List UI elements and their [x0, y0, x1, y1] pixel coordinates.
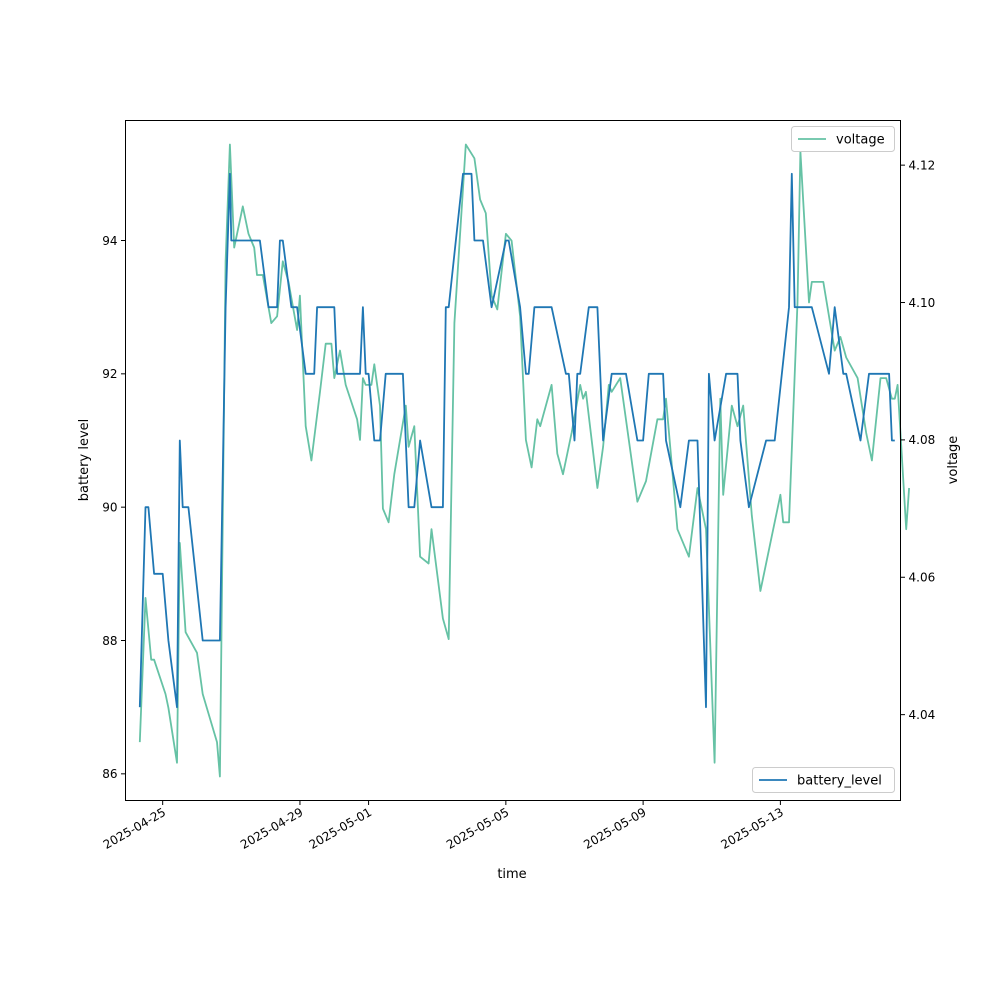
x-tick-label: 2025-04-25 — [101, 805, 168, 852]
left-y-axis: 86 88 90 92 94 — [102, 234, 126, 781]
series-line-battery-level — [138, 172, 895, 709]
legend-voltage-box — [791, 126, 895, 152]
plot-frame — [125, 120, 901, 801]
left-y-tick-label: 94 — [102, 234, 117, 248]
right-y-axis: 4.04 4.06 4.08 4.10 4.12 — [900, 158, 936, 722]
right-y-tick-label: 4.12 — [909, 158, 936, 172]
right-y-tick-label: 4.06 — [909, 571, 936, 585]
right-y-tick-label: 4.10 — [909, 296, 936, 310]
left-y-tick-label: 90 — [102, 500, 117, 514]
right-y-tick-label: 4.08 — [909, 433, 936, 447]
legend-voltage-label: voltage — [836, 133, 885, 148]
x-tick-label: 2025-05-13 — [718, 805, 785, 852]
x-tick-label: 2025-05-05 — [444, 805, 511, 852]
x-tick-label: 2025-04-29 — [238, 805, 305, 852]
left-y-tick-label: 88 — [102, 634, 117, 648]
legend-voltage: voltage — [791, 126, 895, 152]
right-y-tick-label: 4.04 — [909, 708, 936, 722]
series-line-voltage — [138, 143, 910, 778]
legend-battery-level-box — [752, 767, 895, 793]
x-tick-label: 2025-05-09 — [581, 805, 648, 852]
legend-battery-level-label: battery_level — [797, 774, 882, 789]
right-y-axis-label: voltage — [946, 436, 961, 485]
left-y-tick-label: 92 — [102, 367, 117, 381]
x-axis: 2025-04-25 2025-04-29 2025-05-01 2025-05-05… — [101, 800, 786, 852]
x-tick-label: 2025-05-01 — [307, 805, 374, 852]
left-y-tick-label: 86 — [102, 767, 117, 781]
legend-battery-level: battery_level — [752, 767, 895, 793]
left-y-axis-label: battery level — [77, 419, 92, 502]
x-axis-label: time — [497, 867, 526, 882]
series-lines — [138, 143, 910, 778]
